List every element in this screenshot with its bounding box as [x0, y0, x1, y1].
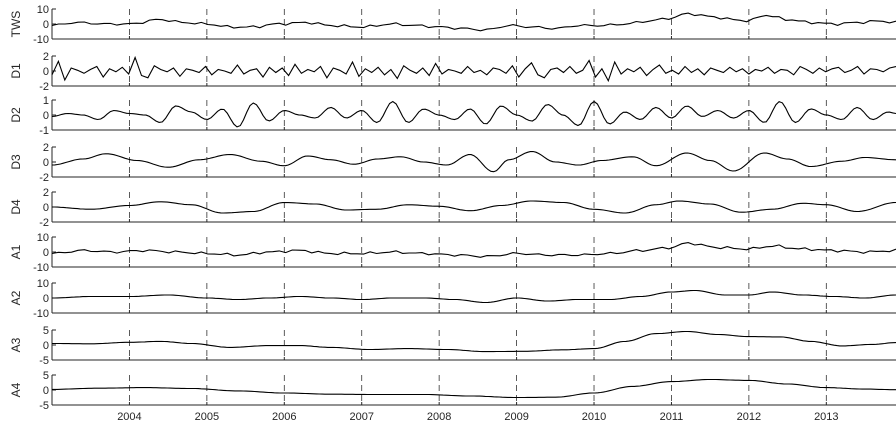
y-tick-label: -10: [33, 34, 49, 46]
y-tick-label: 2: [43, 142, 49, 154]
y-tick-label: 10: [37, 4, 49, 16]
panel-label: A1: [9, 244, 23, 259]
y-tick-label: 0: [43, 385, 49, 397]
y-tick-label: 5: [43, 325, 49, 337]
series-line-a1: [51, 242, 896, 258]
y-tick-label: 0: [43, 110, 49, 122]
panel-a2: 10 0 -10 A2: [9, 278, 896, 320]
y-tick-label: -10: [33, 308, 49, 320]
panel-d4: 2 0 -2 D4: [9, 187, 896, 229]
x-tick-label: 2007: [349, 411, 373, 423]
panel-a1: 10 0 -10 A1: [9, 232, 896, 274]
y-tick-label: 2: [43, 187, 49, 199]
series-line-tws: [51, 12, 896, 32]
panel-a4: 5 0 -5 A4: [9, 370, 896, 412]
y-tick-label: -10: [33, 262, 49, 274]
y-tick-label: 10: [37, 278, 49, 290]
y-tick-label: 0: [43, 340, 49, 352]
y-tick-label: -2: [39, 217, 49, 229]
panel-d2: 1 0 -1 D2: [9, 95, 896, 137]
series-line-a4: [52, 378, 896, 399]
y-tick-label: -2: [39, 172, 49, 184]
series-line-d2: [51, 100, 896, 128]
x-tick-label: 2009: [504, 411, 528, 423]
panel-tws: 10 0 -10 TWS: [9, 4, 896, 46]
y-tick-label: 1: [43, 95, 49, 107]
x-tick-label: 2005: [195, 411, 219, 423]
panel-d3: 2 0 -2 D3: [9, 142, 896, 184]
panel-label: A4: [9, 382, 23, 397]
x-tick-label: 2004: [117, 411, 141, 423]
series-line-d3: [51, 150, 896, 173]
panel-a3: 5 0 -5 A3: [9, 325, 896, 367]
y-tick-label: 5: [43, 370, 49, 382]
y-tick-label: -5: [39, 355, 49, 367]
panel-label: D3: [9, 154, 23, 170]
series-line-a3: [52, 330, 896, 353]
x-tick-label: 2008: [427, 411, 451, 423]
panel-label: A3: [9, 337, 23, 352]
y-tick-label: 0: [43, 66, 49, 78]
panel-label: A2: [9, 290, 23, 305]
y-tick-label: -1: [39, 125, 49, 137]
y-tick-label: 2: [43, 51, 49, 63]
y-tick-label: -5: [39, 400, 49, 412]
panel-label: TWS: [9, 11, 23, 38]
x-tick-label: 2010: [582, 411, 606, 423]
x-tick-label: 2011: [660, 411, 684, 423]
y-tick-label: 10: [37, 232, 49, 244]
panel-label: D1: [9, 63, 23, 79]
series-line-a2: [52, 289, 896, 304]
y-tick-label: 0: [43, 157, 49, 169]
y-tick-label: 0: [43, 19, 49, 31]
series-line-d1: [51, 55, 896, 83]
y-tick-label: 0: [43, 247, 49, 259]
x-tick-label: 2012: [737, 411, 761, 423]
y-tick-label: 0: [43, 293, 49, 305]
panel-label: D4: [9, 199, 23, 215]
panel-label: D2: [9, 107, 23, 123]
y-tick-label: 0: [43, 202, 49, 214]
x-tick-label: 2006: [272, 411, 296, 423]
panel-d1: 2 0 -2 D1: [9, 51, 896, 93]
series-line-d4: [52, 200, 896, 214]
x-tick-label: 2013: [814, 411, 838, 423]
y-tick-label: -2: [39, 81, 49, 93]
